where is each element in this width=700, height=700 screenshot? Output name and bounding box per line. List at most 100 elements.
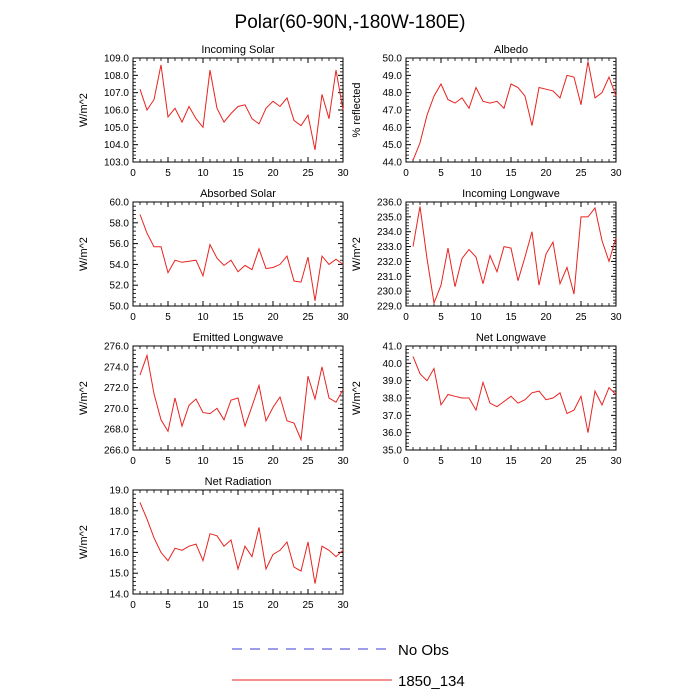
y-tick-label: 50.0 xyxy=(383,54,403,65)
x-tick-label: 20 xyxy=(540,312,552,323)
x-tick-label: 20 xyxy=(540,168,552,179)
x-tick-label: 30 xyxy=(337,600,349,611)
series-line-1850-134 xyxy=(139,214,344,301)
y-tick-label: 230.0 xyxy=(377,287,402,298)
y-tick-label: 18.0 xyxy=(110,506,130,517)
x-tick-label: 5 xyxy=(438,168,444,179)
x-tick-label: 15 xyxy=(232,312,244,323)
y-tick-label: 41.0 xyxy=(383,342,403,353)
y-tick-label: 36.0 xyxy=(383,428,403,439)
y-tick-label: 19.0 xyxy=(110,486,130,497)
y-tick-label: 45.0 xyxy=(383,140,403,151)
panel-albedo: Albedo % reflected 44.0 45.0 46.0 47.0 48.0 49.… xyxy=(351,44,622,179)
y-tick-label: 16.0 xyxy=(110,548,130,559)
panel-title: Incoming Solar xyxy=(201,44,275,56)
x-tick-label: 5 xyxy=(438,312,444,323)
panel-title: Absorbed Solar xyxy=(200,188,276,200)
y-axis-label: W/m^2 xyxy=(78,93,90,127)
x-tick-label: 15 xyxy=(232,456,244,467)
plot-frame xyxy=(405,201,617,307)
y-tick-label: 48.0 xyxy=(383,88,403,99)
y-tick-label: 276.0 xyxy=(104,342,129,353)
x-tick-label: 0 xyxy=(403,168,409,179)
x-tick-label: 20 xyxy=(267,168,279,179)
series-line-1850-134 xyxy=(139,353,344,442)
series-line-1850-134 xyxy=(412,356,617,433)
y-tick-label: 108.0 xyxy=(104,71,129,82)
y-tick-label: 50.0 xyxy=(110,302,130,313)
x-tick-label: 25 xyxy=(302,312,314,323)
y-tick-label: 52.0 xyxy=(110,281,130,292)
y-tick-label: 233.0 xyxy=(377,242,402,253)
x-tick-label: 25 xyxy=(575,312,587,323)
y-axis-label: % reflected xyxy=(351,82,363,137)
y-tick-label: 231.0 xyxy=(377,272,402,283)
x-tick-label: 0 xyxy=(130,456,136,467)
x-tick-label: 15 xyxy=(505,168,517,179)
series-line-1850-134 xyxy=(412,61,617,161)
panel-incoming-solar: Incoming Solar W/m^2 103.0 104.0 105.0 106.0 1… xyxy=(78,44,349,179)
x-tick-label: 10 xyxy=(197,600,209,611)
y-tick-label: 58.0 xyxy=(110,218,130,229)
y-tick-label: 37.0 xyxy=(383,411,403,422)
x-tick-label: 5 xyxy=(165,456,171,467)
y-tick-label: 60.0 xyxy=(110,198,130,209)
y-tick-label: 39.0 xyxy=(383,376,403,387)
panel-title: Net Radiation xyxy=(205,476,272,488)
y-tick-label: 38.0 xyxy=(383,394,403,405)
y-tick-label: 105.0 xyxy=(104,123,129,134)
y-axis-label: W/m^2 xyxy=(78,237,90,271)
y-tick-label: 109.0 xyxy=(104,54,129,65)
x-tick-label: 30 xyxy=(610,168,622,179)
panel-incoming-longwave: Incoming Longwave W/m^2 229.0 230.0 231.0 232… xyxy=(351,188,622,323)
x-tick-label: 0 xyxy=(130,312,136,323)
y-tick-label: 104.0 xyxy=(104,140,129,151)
y-tick-label: 232.0 xyxy=(377,257,402,268)
x-tick-label: 30 xyxy=(610,456,622,467)
x-tick-label: 20 xyxy=(540,456,552,467)
y-tick-label: 236.0 xyxy=(377,198,402,209)
plot-frame xyxy=(405,345,617,451)
panel-emitted-longwave: Emitted Longwave W/m^2 266.0 268.0 270.0 272.… xyxy=(78,332,349,467)
y-tick-label: 272.0 xyxy=(104,383,129,394)
x-tick-label: 30 xyxy=(610,312,622,323)
x-tick-label: 0 xyxy=(403,312,409,323)
y-tick-label: 47.0 xyxy=(383,106,403,117)
y-axis-label: W/m^2 xyxy=(351,381,363,415)
y-tick-label: 274.0 xyxy=(104,362,129,373)
x-tick-label: 10 xyxy=(197,456,209,467)
x-tick-label: 15 xyxy=(505,312,517,323)
x-tick-label: 5 xyxy=(165,168,171,179)
panel-absorbed-solar: Absorbed Solar W/m^2 50.0 52.0 54.0 56.0 58.0 6… xyxy=(78,188,349,323)
plot-frame xyxy=(132,489,344,595)
y-tick-label: 40.0 xyxy=(383,359,403,370)
panel-net-longwave: Net Longwave W/m^2 35.0 36.0 37.0 38.0 39.0 40.… xyxy=(351,332,622,467)
y-axis-label: W/m^2 xyxy=(351,237,363,271)
y-tick-label: 103.0 xyxy=(104,158,129,169)
x-tick-label: 15 xyxy=(232,168,244,179)
panel-title: Incoming Longwave xyxy=(462,188,560,200)
y-tick-label: 266.0 xyxy=(104,446,129,457)
y-tick-label: 17.0 xyxy=(110,527,130,538)
x-tick-label: 5 xyxy=(438,456,444,467)
legend: No Obs 1850_134 xyxy=(232,642,465,690)
series-line-1850-134 xyxy=(139,64,344,150)
x-tick-label: 10 xyxy=(197,312,209,323)
panel-title: Net Longwave xyxy=(476,332,546,344)
series-line-1850-134 xyxy=(139,502,344,584)
y-tick-label: 44.0 xyxy=(383,158,403,169)
y-tick-label: 14.0 xyxy=(110,590,130,601)
y-tick-label: 268.0 xyxy=(104,425,129,436)
plot-frame xyxy=(132,57,344,163)
y-tick-label: 106.0 xyxy=(104,106,129,117)
y-axis-label: W/m^2 xyxy=(78,525,90,559)
x-tick-label: 10 xyxy=(470,456,482,467)
x-tick-label: 10 xyxy=(470,312,482,323)
y-tick-label: 56.0 xyxy=(110,239,130,250)
x-tick-label: 25 xyxy=(302,168,314,179)
x-tick-label: 10 xyxy=(470,168,482,179)
y-tick-label: 229.0 xyxy=(377,302,402,313)
y-tick-label: 234.0 xyxy=(377,227,402,238)
plot-frame xyxy=(405,57,617,163)
